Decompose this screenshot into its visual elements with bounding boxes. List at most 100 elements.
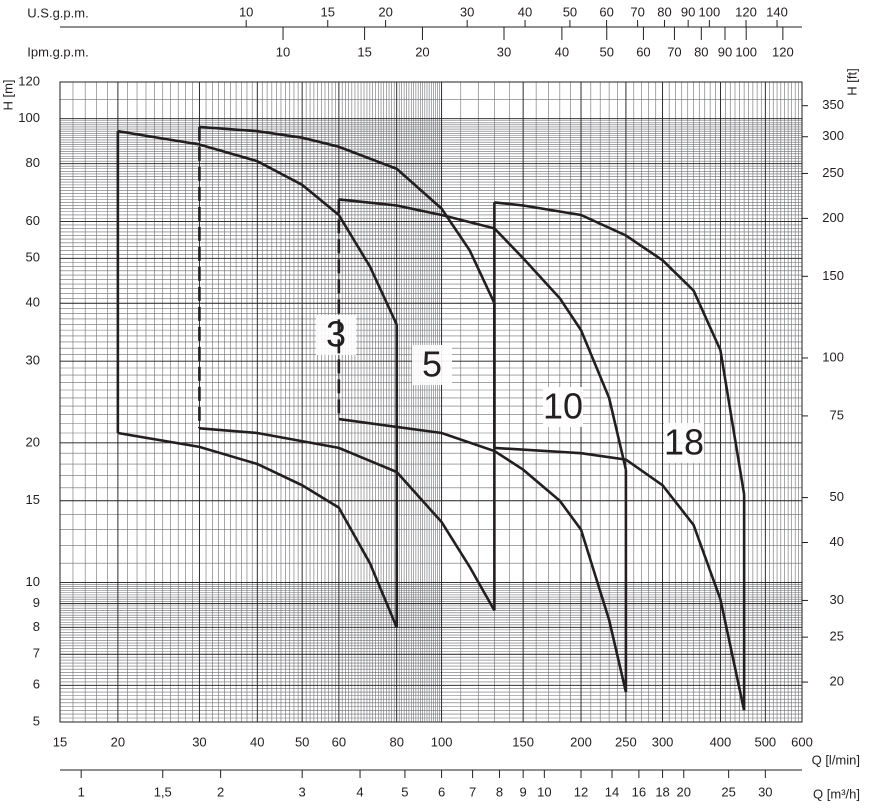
x-tick-label: 150 bbox=[512, 734, 534, 749]
y-tick-label: 15 bbox=[26, 492, 40, 507]
y2-tick-label: 50 bbox=[830, 489, 844, 504]
x3-tick-label: 90 bbox=[718, 44, 732, 59]
x2-tick-label: 15 bbox=[321, 4, 335, 19]
y2-tick-label: 350 bbox=[822, 97, 844, 112]
y-tick-label: 120 bbox=[18, 73, 40, 88]
x-tick-label: 50 bbox=[295, 734, 309, 749]
x2-tick-label: 80 bbox=[657, 4, 671, 19]
x3-axis-label: Ipm.g.p.m. bbox=[27, 44, 88, 59]
x4-axis-label: Q [m³/h] bbox=[813, 786, 860, 801]
x4-tick-label: 8 bbox=[496, 784, 503, 799]
y2-tick-label: 20 bbox=[830, 674, 844, 689]
y-tick-label: 9 bbox=[33, 595, 40, 610]
y-tick-label: 60 bbox=[26, 213, 40, 228]
x2-tick-label: 20 bbox=[378, 4, 392, 19]
x2-tick-label: 10 bbox=[239, 4, 253, 19]
x2-tick-label: 40 bbox=[518, 4, 532, 19]
x4-tick-label: 1,5 bbox=[154, 784, 172, 799]
x4-tick-label: 7 bbox=[469, 784, 476, 799]
x-tick-label: 200 bbox=[570, 734, 592, 749]
x3-tick-label: 30 bbox=[497, 44, 511, 59]
y2-tick-label: 100 bbox=[822, 349, 844, 364]
pump-curve bbox=[338, 198, 628, 470]
x4-tick-label: 12 bbox=[574, 784, 588, 799]
x2-tick-label: 30 bbox=[460, 4, 474, 19]
x3-tick-label: 10 bbox=[276, 44, 290, 59]
x-tick-label: 250 bbox=[615, 734, 637, 749]
x4-tick-label: 25 bbox=[721, 784, 735, 799]
y-tick-label: 30 bbox=[26, 353, 40, 368]
x-tick-label: 500 bbox=[754, 734, 776, 749]
y-tick-label: 7 bbox=[33, 646, 40, 661]
x3-tick-label: 15 bbox=[357, 44, 371, 59]
x-tick-label: 30 bbox=[192, 734, 206, 749]
y-tick-label: 6 bbox=[33, 677, 40, 692]
y-tick-label: 50 bbox=[26, 250, 40, 265]
y-tick-label: 8 bbox=[33, 619, 40, 634]
x-tick-label: 400 bbox=[710, 734, 732, 749]
y-tick-label: 40 bbox=[26, 295, 40, 310]
x-tick-label: 20 bbox=[111, 734, 125, 749]
pump-label: 3 bbox=[326, 314, 346, 355]
x3-tick-label: 20 bbox=[415, 44, 429, 59]
pump-label: 10 bbox=[543, 386, 583, 427]
y-tick-label: 80 bbox=[26, 155, 40, 170]
pump-curve bbox=[117, 129, 398, 326]
x4-tick-label: 9 bbox=[520, 784, 527, 799]
label-background bbox=[543, 387, 583, 427]
y2-tick-label: 150 bbox=[822, 268, 844, 283]
y-tick-label: 100 bbox=[18, 110, 40, 125]
y-tick-label: 5 bbox=[33, 713, 40, 728]
y-tick-label: 10 bbox=[26, 574, 40, 589]
x3-tick-label: 100 bbox=[735, 44, 757, 59]
x-tick-label: 80 bbox=[389, 734, 403, 749]
pump-curve bbox=[117, 431, 398, 628]
x-tick-label: 60 bbox=[332, 734, 346, 749]
x2-tick-label: 100 bbox=[699, 4, 721, 19]
pump-curve bbox=[494, 446, 746, 711]
x2-tick-label: 60 bbox=[599, 4, 613, 19]
x3-tick-label: 60 bbox=[636, 44, 650, 59]
x4-tick-label: 4 bbox=[356, 784, 363, 799]
x-tick-label: 600 bbox=[791, 734, 813, 749]
x2-tick-label: 50 bbox=[563, 4, 577, 19]
y2-tick-label: 25 bbox=[830, 629, 844, 644]
x4-tick-label: 16 bbox=[632, 784, 646, 799]
x3-tick-label: 80 bbox=[694, 44, 708, 59]
x-tick-label: 100 bbox=[431, 734, 453, 749]
x4-tick-label: 3 bbox=[299, 784, 306, 799]
pump-curve bbox=[199, 125, 496, 304]
x4-tick-label: 14 bbox=[605, 784, 619, 799]
x2-tick-label: 70 bbox=[630, 4, 644, 19]
x-tick-label: 15 bbox=[53, 734, 67, 749]
y2-tick-label: 40 bbox=[830, 534, 844, 549]
x-tick-label: 40 bbox=[250, 734, 264, 749]
x2-tick-label: 90 bbox=[681, 4, 695, 19]
x4-tick-label: 2 bbox=[217, 784, 224, 799]
y-tick-label: 20 bbox=[26, 434, 40, 449]
y-axis-label: H [m] bbox=[0, 79, 15, 110]
x3-tick-label: 120 bbox=[772, 44, 794, 59]
y2-tick-label: 300 bbox=[822, 128, 844, 143]
x3-tick-label: 70 bbox=[667, 44, 681, 59]
x-tick-label: 300 bbox=[652, 734, 674, 749]
x-axis-label: Q [l/min] bbox=[812, 752, 860, 767]
pump-curve bbox=[494, 201, 746, 495]
x3-tick-label: 50 bbox=[600, 44, 614, 59]
x2-tick-label: 140 bbox=[766, 4, 788, 19]
y2-tick-label: 30 bbox=[830, 592, 844, 607]
x2-tick-label: 120 bbox=[735, 4, 757, 19]
y2-tick-label: 250 bbox=[822, 165, 844, 180]
y2-tick-label: 200 bbox=[822, 210, 844, 225]
x3-tick-label: 40 bbox=[555, 44, 569, 59]
pump-label: 5 bbox=[422, 344, 442, 385]
y2-tick-label: 75 bbox=[830, 407, 844, 422]
label-background bbox=[412, 345, 452, 385]
pump-label: 18 bbox=[664, 422, 704, 463]
x4-tick-label: 5 bbox=[401, 784, 408, 799]
x4-tick-label: 18 bbox=[655, 784, 669, 799]
x4-tick-label: 30 bbox=[758, 784, 772, 799]
pump-curve bbox=[199, 427, 496, 612]
label-background bbox=[664, 423, 704, 463]
